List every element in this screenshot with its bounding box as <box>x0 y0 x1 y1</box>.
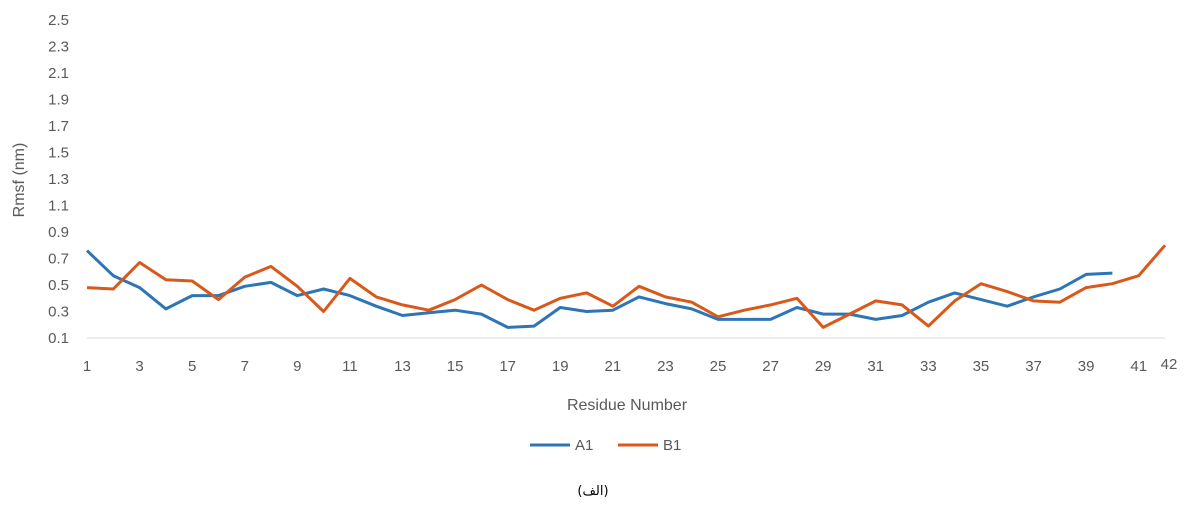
legend-label-b1: B1 <box>663 437 681 454</box>
x-tick-label: 17 <box>499 358 516 375</box>
y-tick-label: 1.7 <box>48 118 69 135</box>
y-tick-label: 0.5 <box>48 277 69 294</box>
x-tick-label: 5 <box>188 358 196 375</box>
series-line-a1 <box>85 249 1113 329</box>
x-tick-label: 7 <box>241 358 249 375</box>
y-tick-label: 2.1 <box>48 65 69 82</box>
y-tick-label: 1.9 <box>48 92 69 109</box>
x-tick-label: 35 <box>973 358 990 375</box>
rmsf-line-chart: 0.10.30.50.70.91.11.31.51.71.92.12.32.5 … <box>11 12 1178 454</box>
y-axis-ticks: 0.1 0.3 0.5 0.7 0.9 1.1 1.3 1.5 1.7 1.9 2.1 2.3 2.5 <box>48 12 69 347</box>
y-axis-title: Rmsf (nm) <box>11 143 28 218</box>
x-tick-label: 15 <box>447 358 464 375</box>
y-tick-label: 2.3 <box>48 39 69 56</box>
x-axis-title: Residue Number <box>567 397 688 414</box>
x-axis-ticks: 1 3 5 7 9 11 13 15 17 19 21 23 25 27 29 31 33 35 37 39 41 42 <box>83 356 1178 375</box>
legend: A1 B1 <box>530 437 681 454</box>
y-tick-label: 0.3 <box>48 304 69 321</box>
series-lines <box>85 244 1167 329</box>
x-tick-label: 3 <box>135 358 143 375</box>
y-tick-label: 1.5 <box>48 145 69 162</box>
y-tick-label: 2.5 <box>48 12 69 29</box>
x-tick-label: 39 <box>1078 358 1095 375</box>
x-tick-label: 31 <box>867 358 884 375</box>
legend-label-a1: A1 <box>575 437 593 454</box>
y-tick-label: 0.7 <box>48 251 69 268</box>
x-tick-label: 21 <box>605 358 622 375</box>
x-tick-label: 23 <box>657 358 674 375</box>
x-tick-label: 1 <box>83 358 91 375</box>
x-tick-label: 41 <box>1130 358 1147 375</box>
x-tick-label: 29 <box>815 358 832 375</box>
x-tick-label: 37 <box>1025 358 1042 375</box>
x-tick-label: 25 <box>710 358 727 375</box>
x-tick-label: 11 <box>342 358 358 375</box>
x-tick-label: 13 <box>394 358 411 375</box>
x-tick-label: 9 <box>293 358 301 375</box>
figure-caption: (الف) <box>577 484 609 499</box>
y-tick-label: 1.1 <box>48 198 69 215</box>
x-tick-label: 42 <box>1161 356 1178 373</box>
y-tick-label: 0.1 <box>48 330 69 347</box>
x-tick-label: 33 <box>920 358 937 375</box>
y-tick-label: 0.9 <box>48 224 69 241</box>
y-tick-label: 1.3 <box>48 171 69 188</box>
series-line-b1 <box>86 244 1167 329</box>
x-tick-label: 27 <box>762 358 779 375</box>
x-tick-label: 19 <box>552 358 569 375</box>
